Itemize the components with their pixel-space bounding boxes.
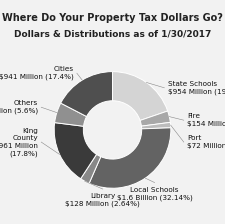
Text: Library
$128 Million (2.64%): Library $128 Million (2.64%)	[65, 193, 140, 207]
Wedge shape	[112, 72, 168, 121]
Wedge shape	[140, 111, 170, 126]
Text: Cities
$941 Million (17.4%): Cities $941 Million (17.4%)	[0, 66, 74, 80]
Text: Port
$72 Million (1.49%): Port $72 Million (1.49%)	[187, 135, 225, 149]
Text: Dollars & Distributions as of 1/30/2017: Dollars & Distributions as of 1/30/2017	[14, 29, 211, 38]
Text: King
County
$961 Million
(17.8%): King County $961 Million (17.8%)	[0, 128, 38, 157]
Wedge shape	[81, 154, 101, 183]
Wedge shape	[54, 123, 97, 179]
Wedge shape	[61, 72, 112, 116]
Text: Fire
$154 Million (3.19%): Fire $154 Million (3.19%)	[187, 113, 225, 127]
Text: Others
$271 Million (5.6%): Others $271 Million (5.6%)	[0, 100, 38, 114]
Wedge shape	[89, 128, 171, 188]
Wedge shape	[55, 103, 87, 126]
Wedge shape	[142, 122, 171, 129]
Text: Where Do Your Property Tax Dollars Go?: Where Do Your Property Tax Dollars Go?	[2, 13, 223, 24]
Text: Local Schools
$1.6 Billion (32.14%): Local Schools $1.6 Billion (32.14%)	[117, 187, 193, 201]
Text: State Schools
$954 Million (19.74%): State Schools $954 Million (19.74%)	[168, 81, 225, 95]
